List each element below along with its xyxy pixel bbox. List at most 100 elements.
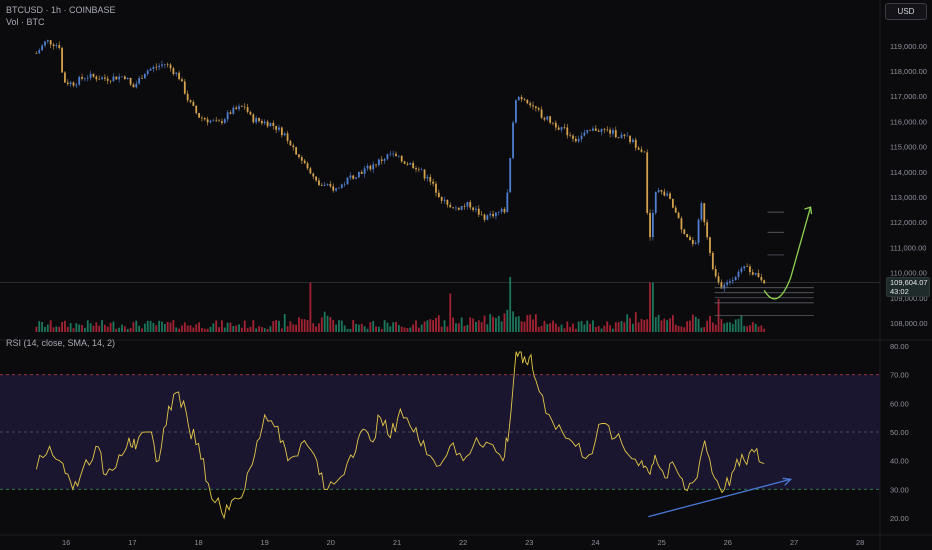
candle-body (258, 118, 260, 122)
volume-bar (697, 318, 700, 332)
countdown-timer: 43:02 (890, 287, 909, 296)
candle-body (435, 183, 437, 193)
volume-bar (480, 322, 483, 332)
divergence-arrow-head (782, 477, 793, 486)
volume-bar (49, 320, 52, 332)
time-axis[interactable]: 16 17 18 19 20 21 22 23 24 25 26 27 28 (62, 538, 864, 547)
time-tick-label: 19 (260, 538, 268, 547)
volume-bar (714, 324, 717, 332)
volume-bar (135, 320, 138, 332)
candle-body (269, 122, 272, 127)
volume-bar (500, 321, 503, 332)
candle-body (552, 122, 554, 124)
volume-bar (469, 317, 472, 332)
candle-body (178, 72, 181, 80)
candle-body (198, 113, 200, 118)
volume-bar (734, 319, 737, 332)
candle-body (69, 82, 72, 85)
volume-bar (143, 323, 146, 332)
candle-body (169, 64, 172, 69)
volume-bar (509, 277, 512, 332)
volume-bar (634, 312, 637, 332)
volume-bar (437, 315, 440, 332)
candle-body (429, 176, 432, 182)
volume-bar (198, 322, 200, 332)
volume-bar (666, 320, 669, 332)
volume-bar (269, 326, 272, 332)
candle-body (512, 122, 514, 159)
candle-body (363, 168, 366, 174)
candle-body (612, 130, 614, 134)
candle-body (195, 105, 198, 114)
candle-body (101, 77, 103, 80)
candle-body (92, 73, 95, 77)
currency-button[interactable]: USD (885, 3, 927, 20)
volume-bar (369, 322, 372, 332)
candle-body (460, 206, 463, 210)
volume-bar (252, 320, 255, 332)
candle-body (143, 74, 146, 79)
candle-body (751, 272, 754, 275)
candle-body (306, 163, 309, 169)
candle-body (106, 78, 109, 81)
candle-body (749, 266, 751, 273)
candle-body (606, 129, 609, 131)
candle-body (109, 80, 112, 82)
volume-bar (426, 320, 429, 332)
volume-bar (112, 321, 115, 332)
candle-body (326, 184, 329, 185)
volume-bar (443, 320, 446, 332)
volume-bar (554, 323, 557, 332)
candle-body (669, 193, 671, 199)
volume-bar (600, 328, 603, 332)
candle-body (235, 107, 238, 110)
time-tick-label: 22 (459, 538, 467, 547)
candle-body (420, 169, 423, 171)
volume-bar (409, 327, 412, 332)
candle-body (78, 76, 81, 85)
volume-bar (343, 325, 346, 332)
candle-body (574, 138, 577, 142)
candle-body (172, 68, 175, 74)
candle-body (275, 125, 278, 130)
candle-body (452, 207, 455, 209)
candle-body (406, 163, 409, 165)
candle-body (46, 40, 49, 42)
volume-bar (201, 328, 203, 332)
volume-bar (146, 320, 149, 332)
volume-bar (266, 328, 269, 332)
volume-bar (149, 320, 152, 332)
candle-body (146, 70, 149, 75)
candle-body (280, 127, 283, 136)
volume-bar (646, 319, 649, 332)
candle-body (634, 139, 637, 148)
candle-body (392, 153, 395, 155)
volume-bar (432, 320, 435, 332)
rsi-tick-label: 50.00 (890, 428, 909, 437)
volume-bar (375, 326, 377, 332)
volume-bar (392, 322, 395, 332)
price-tick-label: 112,000.00 (890, 218, 927, 227)
volume-bar (263, 328, 266, 332)
candle-body (469, 202, 472, 208)
candle-body (372, 164, 375, 170)
volume-bars (35, 277, 766, 332)
volume-bar (483, 315, 486, 332)
candle-body (226, 112, 229, 120)
candle-body (640, 149, 643, 152)
volume-bar (246, 328, 249, 332)
candle-body (663, 191, 666, 196)
candle-body (549, 116, 552, 123)
candle-body (409, 163, 412, 165)
rsi-band (0, 374, 880, 490)
volume-bar (472, 318, 474, 332)
volume-bar (749, 325, 751, 332)
volume-bar (415, 320, 417, 332)
volume-bar (152, 322, 155, 332)
candle-body (118, 76, 121, 80)
price-axis[interactable]: 119,000.00 118,000.00 117,000.00 116,000.00… (890, 42, 928, 523)
candle-body (323, 184, 326, 186)
candle-body (52, 44, 55, 46)
